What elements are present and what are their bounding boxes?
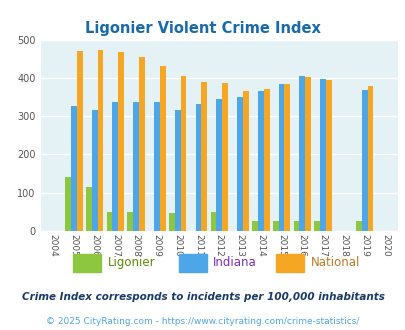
Text: National: National	[310, 256, 359, 269]
Bar	[355, 221, 361, 231]
Bar	[320, 79, 325, 231]
Bar	[263, 88, 269, 231]
Text: Ligonier Violent Crime Index: Ligonier Violent Crime Index	[85, 21, 320, 36]
Text: Ligonier: Ligonier	[107, 256, 155, 269]
Bar	[284, 84, 290, 231]
Bar	[201, 82, 207, 231]
Bar	[86, 187, 92, 231]
Bar	[65, 178, 71, 231]
Bar	[210, 212, 216, 231]
Bar	[242, 91, 248, 231]
Bar	[160, 66, 165, 231]
Bar	[112, 102, 118, 231]
Text: © 2025 CityRating.com - https://www.cityrating.com/crime-statistics/: © 2025 CityRating.com - https://www.city…	[46, 317, 359, 326]
Bar	[175, 110, 180, 231]
Bar	[361, 90, 367, 231]
Bar	[272, 221, 278, 231]
Bar	[133, 102, 139, 231]
Bar	[257, 91, 263, 231]
Bar	[168, 213, 175, 231]
Bar	[305, 77, 310, 231]
Text: Crime Index corresponds to incidents per 100,000 inhabitants: Crime Index corresponds to incidents per…	[21, 292, 384, 302]
Bar	[278, 84, 284, 231]
Bar	[153, 102, 160, 231]
Bar	[71, 106, 77, 231]
Bar	[127, 212, 133, 231]
Text: Indiana: Indiana	[213, 256, 256, 269]
Bar	[313, 221, 320, 231]
Bar	[252, 221, 257, 231]
Bar	[107, 212, 112, 231]
Bar	[298, 76, 305, 231]
Bar	[195, 104, 201, 231]
Bar	[118, 52, 124, 231]
Bar	[77, 51, 82, 231]
Bar	[325, 80, 331, 231]
Bar	[139, 57, 145, 231]
Bar	[92, 110, 97, 231]
Bar	[237, 97, 242, 231]
Bar	[222, 83, 227, 231]
Bar	[97, 50, 103, 231]
Bar	[180, 76, 186, 231]
Bar	[293, 221, 298, 231]
Bar	[367, 86, 373, 231]
Bar	[216, 99, 222, 231]
